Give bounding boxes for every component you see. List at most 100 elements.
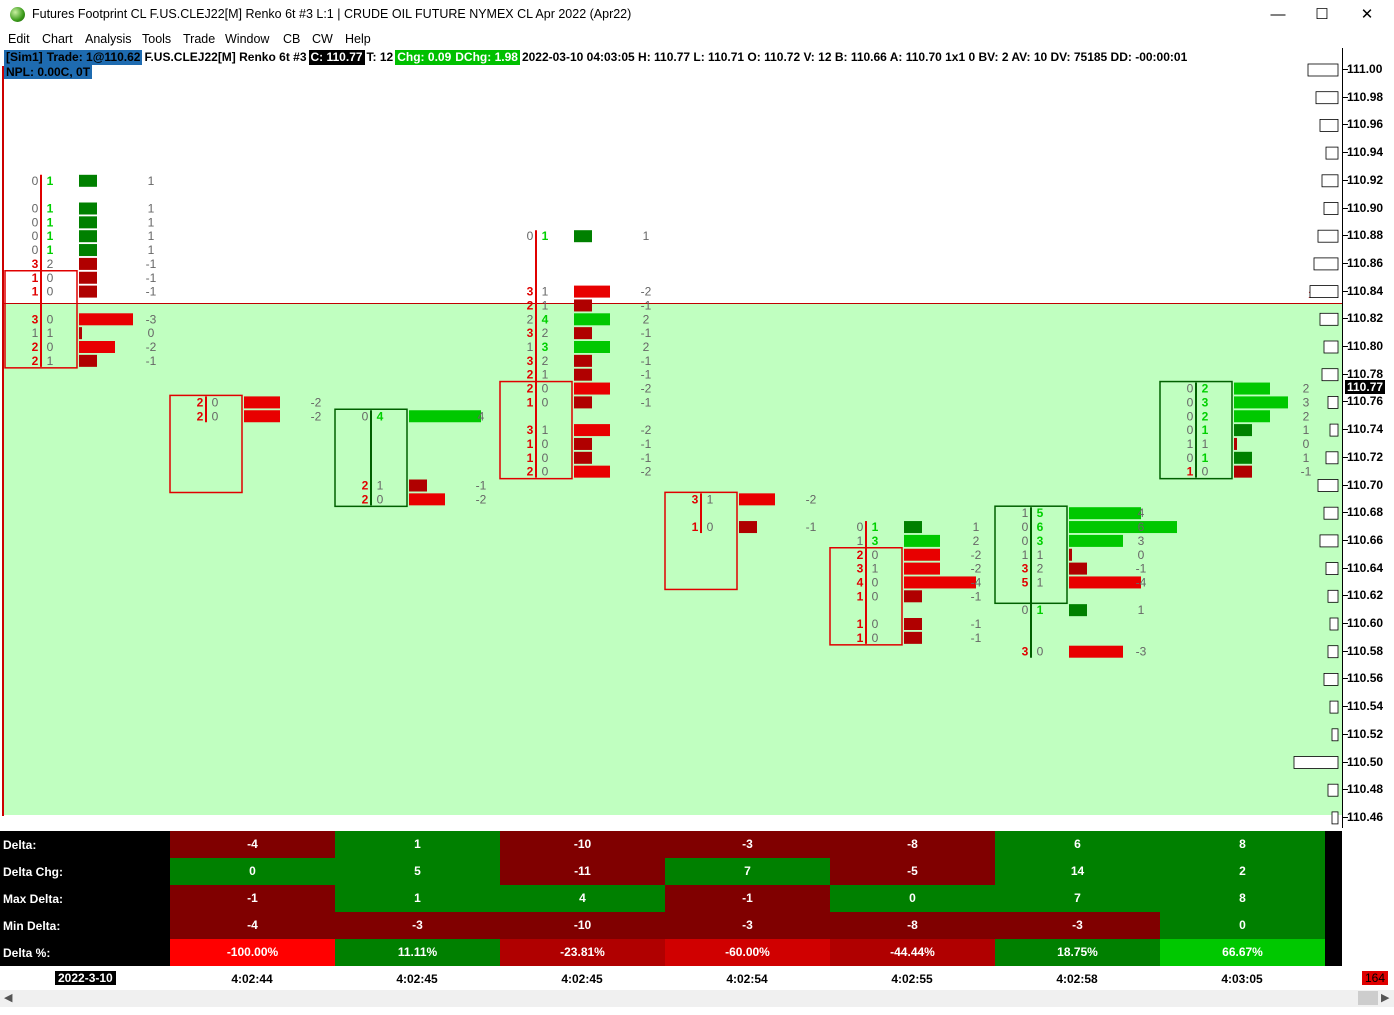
- volume-profile-bar: [1327, 645, 1339, 659]
- bid-volume: 0: [1187, 409, 1194, 423]
- delta-value: -1: [1136, 562, 1147, 576]
- daily-change: DChg: 1.98: [453, 50, 520, 65]
- close-button[interactable]: ✕: [1360, 6, 1374, 23]
- bid-volume: 0: [527, 229, 534, 243]
- delta-bar: [79, 354, 97, 367]
- price-tick: 110.88: [1342, 228, 1384, 243]
- bid-volume: 1: [527, 451, 534, 465]
- time-tick: 4:02:45: [396, 972, 438, 986]
- candle-body: [4, 270, 78, 369]
- price-tick: 110.74: [1342, 422, 1384, 437]
- bid-volume: 2: [527, 298, 534, 312]
- ask-volume: 3: [872, 534, 879, 548]
- delta-bar: [574, 327, 592, 340]
- delta-value: 4: [1138, 506, 1145, 520]
- ask-volume: 1: [47, 326, 54, 340]
- delta-bar: [904, 631, 922, 644]
- stat-cell: -11: [500, 858, 665, 885]
- delta-value: -4: [971, 575, 982, 589]
- menu-edit[interactable]: Edit: [8, 32, 30, 46]
- ask-volume: 1: [377, 479, 384, 493]
- delta-bar: [574, 354, 592, 367]
- delta-value: 1: [148, 202, 155, 216]
- delta-value: -3: [146, 312, 157, 326]
- delta-bar: [79, 202, 97, 215]
- price-tick: 110.64: [1342, 560, 1384, 575]
- delta-bar: [574, 424, 610, 437]
- delta-bar: [904, 618, 922, 630]
- delta-value: -2: [641, 382, 652, 396]
- stat-cell: 0: [170, 858, 335, 885]
- menu-window[interactable]: Window: [225, 32, 270, 46]
- stat-cell: -60.00%: [665, 939, 830, 966]
- delta-bar: [574, 313, 610, 326]
- price-axis[interactable]: [1342, 48, 1394, 828]
- price-tick: 110.76: [1342, 394, 1384, 409]
- delta-value: 2: [973, 534, 980, 548]
- delta-bar: [574, 396, 592, 409]
- scroll-right-arrow-icon[interactable]: ▶: [1381, 992, 1390, 1004]
- sim-account: [Sim1]: [4, 50, 45, 65]
- delta-value: -2: [641, 423, 652, 437]
- ask-volume: 0: [707, 520, 714, 534]
- price-tick: 111.00: [1342, 62, 1383, 76]
- bid-volume: 1: [527, 437, 534, 451]
- bid-volume: 0: [32, 174, 39, 188]
- delta-bar: [1069, 604, 1087, 617]
- stat-cell: 0: [830, 885, 995, 912]
- delta-value: 1: [1138, 603, 1145, 617]
- volume-profile-bar: [1323, 202, 1339, 215]
- current-price-marker: 110.77: [1345, 380, 1386, 394]
- menu-tools[interactable]: Tools: [142, 32, 172, 46]
- volume-profile-bar: [1329, 423, 1339, 437]
- volume-profile-bar: [1319, 534, 1339, 548]
- menu-trade[interactable]: Trade: [183, 32, 216, 46]
- delta-bar: [1069, 534, 1123, 547]
- trade-info: Trade: 1@110.62: [44, 50, 143, 65]
- bid-volume: 0: [32, 243, 39, 257]
- scroll-thumb[interactable]: [1358, 991, 1378, 1005]
- ask-volume: 3: [542, 340, 549, 354]
- delta-bar: [1234, 424, 1252, 437]
- stat-row-label: Min Delta:: [3, 919, 61, 933]
- ask-volume: 4: [542, 312, 549, 326]
- ask-volume: 2: [47, 257, 54, 271]
- ask-volume: 1: [1202, 451, 1209, 465]
- delta-bar: [904, 521, 922, 534]
- volume-profile-bar: [1317, 229, 1339, 243]
- price-tick: 110.48: [1342, 782, 1384, 797]
- volume-profile-bar: [1319, 312, 1339, 326]
- time-axis[interactable]: [0, 966, 1394, 990]
- delta-value: -1: [971, 631, 982, 645]
- horizontal-scrollbar[interactable]: [0, 990, 1394, 1007]
- bid-volume: 2: [197, 395, 204, 409]
- delta-bar: [574, 382, 610, 395]
- scroll-left-arrow-icon[interactable]: ◀: [4, 992, 13, 1004]
- delta-value: 2: [1303, 382, 1310, 396]
- title-bar: [0, 0, 1394, 30]
- menu-analysis[interactable]: Analysis: [85, 32, 132, 46]
- bid-volume: 1: [1022, 506, 1029, 520]
- ask-volume: 1: [1037, 548, 1044, 562]
- menu-chart[interactable]: Chart: [42, 32, 73, 46]
- maximize-button[interactable]: ☐: [1315, 6, 1329, 23]
- menu-help[interactable]: Help: [345, 32, 371, 46]
- delta-value: 3: [1303, 395, 1310, 409]
- delta-value: -3: [1136, 645, 1147, 659]
- bid-volume: 3: [857, 562, 864, 576]
- volume-profile-bar: [1327, 783, 1339, 797]
- ask-volume: 0: [377, 492, 384, 506]
- stat-cell: 4: [500, 885, 665, 912]
- menu-cw[interactable]: CW: [312, 32, 333, 46]
- stat-row-label: Delta:: [3, 838, 37, 852]
- volume-profile-bar: [1325, 562, 1339, 575]
- delta-bar: [79, 257, 97, 270]
- minimize-button[interactable]: —: [1270, 6, 1286, 23]
- bid-volume: 2: [527, 368, 534, 382]
- symbol-info: F.US.CLEJ22[M] Renko 6t #3: [144, 50, 307, 64]
- delta-bar: [409, 410, 481, 423]
- stat-cell: -3: [665, 831, 830, 858]
- menu-cb[interactable]: CB: [283, 32, 301, 46]
- ask-volume: 1: [872, 520, 879, 534]
- stat-cell: -1: [170, 885, 335, 912]
